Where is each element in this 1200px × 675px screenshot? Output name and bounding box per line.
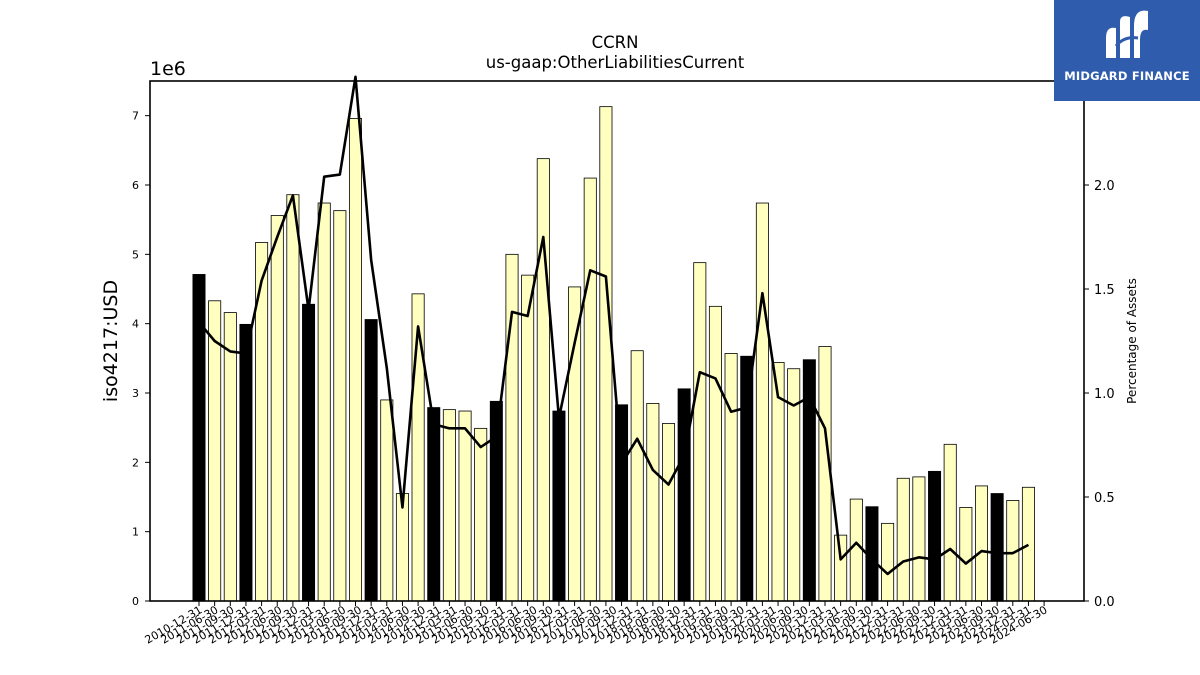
axes-group: 012345670.00.51.01.52.02010-12-312011-06… <box>132 110 1115 647</box>
bar-fiscal-year-end <box>677 388 691 602</box>
bar <box>708 305 722 602</box>
bar <box>333 210 347 602</box>
percent-of-assets-line <box>198 75 1030 576</box>
bar-fiscal-year-end <box>740 355 754 602</box>
bar <box>583 177 597 602</box>
chart-title: CCRN <box>592 33 639 52</box>
bar <box>724 353 738 602</box>
y-tick-label: 6 <box>132 179 139 192</box>
bars-group <box>192 106 1035 602</box>
bar <box>693 262 707 602</box>
bar <box>646 402 660 602</box>
bar <box>943 443 957 602</box>
y-offset-label: 1e6 <box>150 58 186 80</box>
bar-fiscal-year-end <box>302 303 316 602</box>
y-tick-label: 4 <box>132 318 139 331</box>
bar-fiscal-year-end <box>552 410 566 602</box>
bar-fiscal-year-end <box>427 407 441 602</box>
y2-tick-label: 0.0 <box>1094 595 1115 610</box>
bar <box>662 423 676 602</box>
bar <box>630 350 644 602</box>
bar <box>270 215 284 602</box>
bar <box>505 253 519 602</box>
bar <box>881 522 895 602</box>
bar <box>849 498 863 602</box>
y-tick-label: 1 <box>132 526 139 539</box>
bar <box>1021 486 1035 602</box>
bar <box>834 534 848 602</box>
bar <box>208 300 222 602</box>
y-tick-label: 2 <box>132 456 139 469</box>
bar <box>755 202 769 602</box>
bar <box>380 399 394 602</box>
percent-line-group <box>198 75 1030 576</box>
y2-tick-label: 1.5 <box>1094 283 1115 298</box>
bar <box>442 409 456 602</box>
bar <box>458 410 472 602</box>
y-tick-label: 0 <box>132 595 139 608</box>
bar <box>975 485 989 602</box>
bar-fiscal-year-end <box>615 404 629 602</box>
bar <box>223 312 237 602</box>
bar-fiscal-year-end <box>364 319 378 602</box>
bar <box>521 274 535 602</box>
logo: MIDGARD FINANCE <box>1054 0 1200 101</box>
bar <box>959 506 973 602</box>
y-tick-label: 3 <box>132 387 139 400</box>
chart-subtitle: us-gaap:OtherLiabilitiesCurrent <box>486 53 745 72</box>
bar <box>348 118 362 602</box>
bar <box>317 202 331 602</box>
y-tick-label: 7 <box>132 110 139 123</box>
bar-fiscal-year-end <box>928 470 942 602</box>
bar <box>474 427 488 602</box>
bar <box>599 106 613 602</box>
y2-tick-label: 2.0 <box>1094 179 1115 194</box>
bar <box>568 286 582 602</box>
bar <box>395 493 409 602</box>
y2-tick-label: 0.5 <box>1094 491 1115 506</box>
y2-axis-label: Percentage of Assets <box>1125 278 1139 404</box>
logo-name: MIDGARD FINANCE <box>1064 69 1190 83</box>
bar <box>286 194 300 602</box>
y2-tick-label: 1.0 <box>1094 387 1115 402</box>
bar <box>896 477 910 602</box>
bar-fiscal-year-end <box>990 493 1004 602</box>
midgard-m-logo-icon <box>1106 10 1148 59</box>
bar-fiscal-year-end <box>239 323 253 602</box>
plot-frame <box>149 80 1085 602</box>
y-tick-label: 5 <box>132 248 139 261</box>
bar <box>536 158 550 602</box>
bar <box>912 476 926 602</box>
y-axis-label: iso4217:USD <box>100 280 122 402</box>
